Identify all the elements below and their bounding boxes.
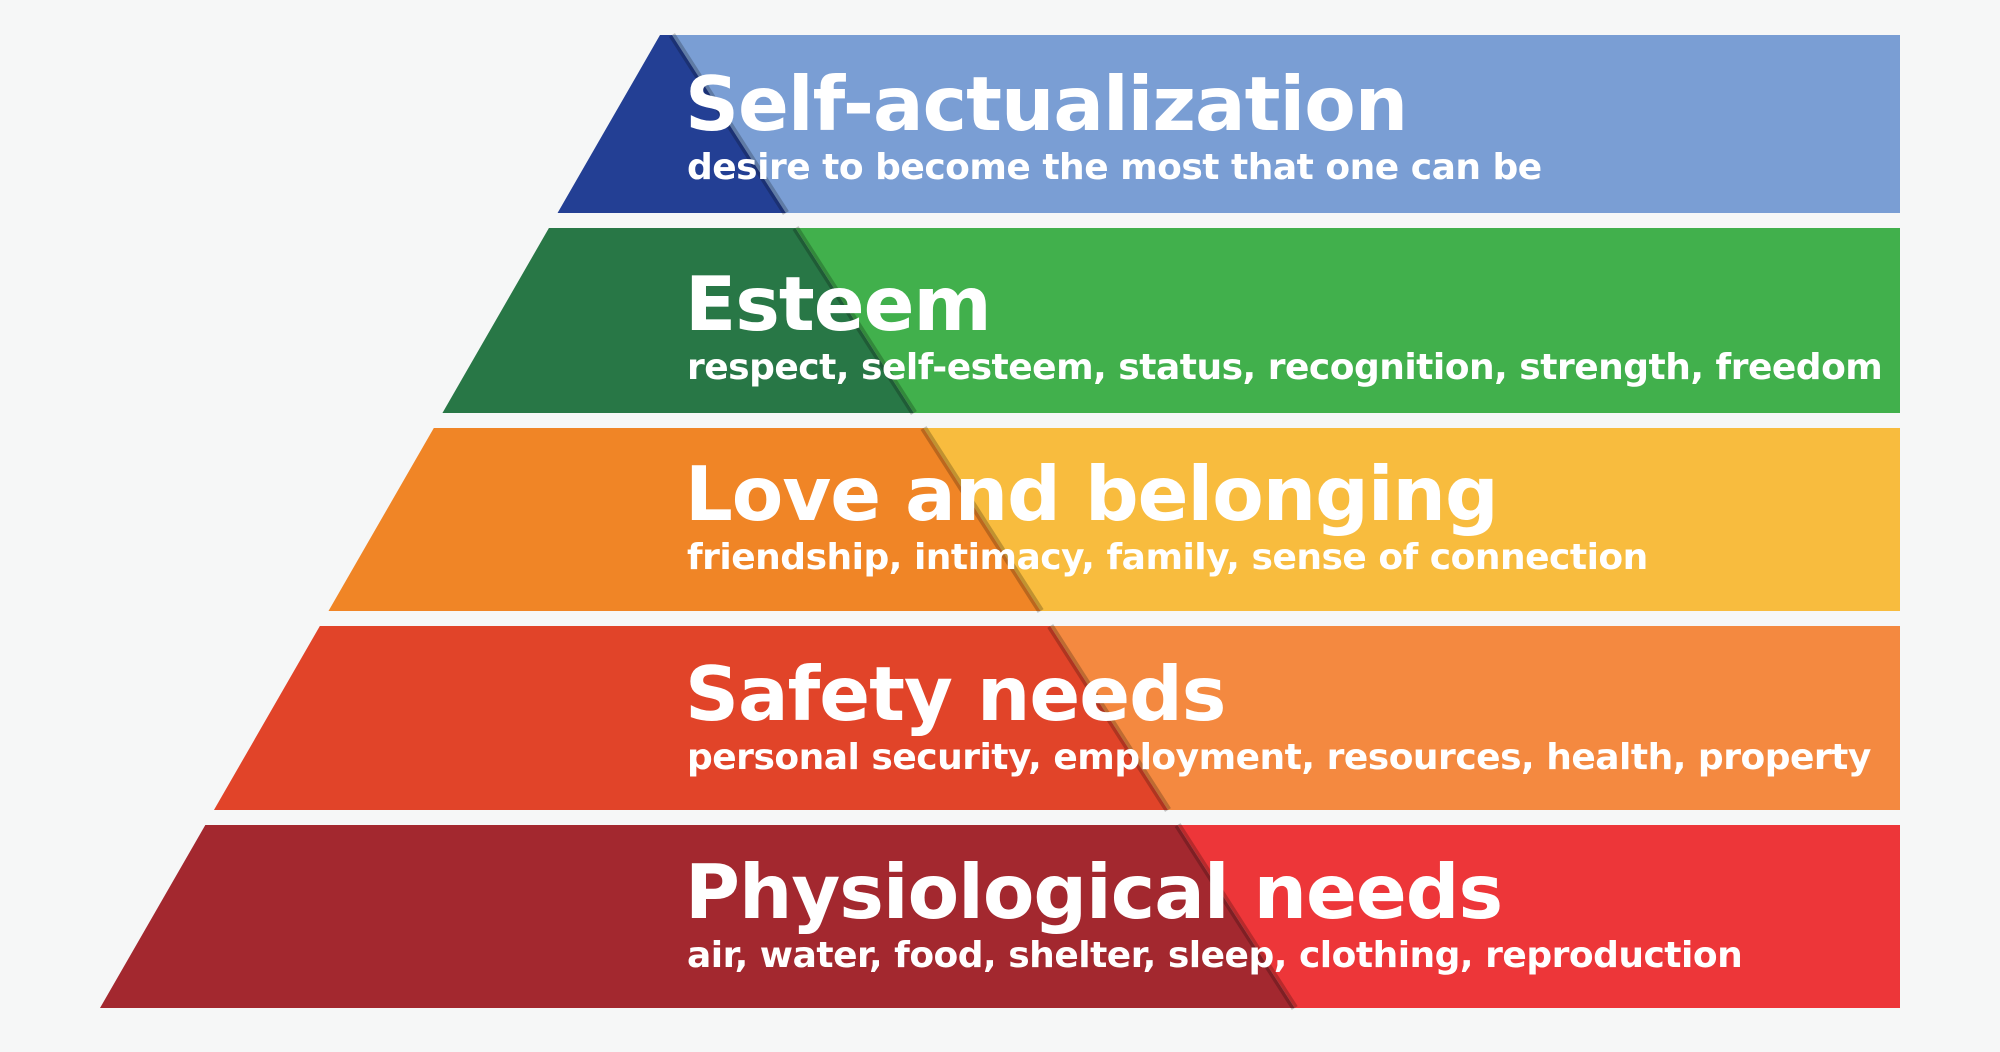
band-bar [923,428,1900,611]
level-description: friendship, intimacy, family, sense of c… [687,537,1648,578]
level-safety-needs: Safety needs personal security, employme… [685,652,1871,780]
level-description: air, water, food, shelter, sleep, clothi… [687,935,1743,976]
band-self-actualization [557,33,1900,215]
level-description: desire to become the most that one can b… [687,147,1542,188]
band-divider [920,426,1044,613]
band-bar [1177,825,1900,1008]
level-physiological-needs: Physiological needs air, water, food, sh… [685,848,1743,978]
level-title: Esteem [685,260,992,348]
band-divider [669,33,789,215]
band-triangle [100,825,1295,1008]
level-self-actualization: Self-actualization desire to become the … [685,62,1542,190]
level-title: Self-actualization [685,60,1408,148]
band-bar [795,228,1900,413]
band-triangle [557,35,786,213]
level-description: personal security, employment, resources… [687,737,1871,778]
band-triangle [442,228,914,413]
band-divider [1174,823,1298,1010]
band-esteem [442,226,1900,415]
band-safety-needs [213,624,1900,812]
band-triangle [213,626,1168,810]
band-divider [792,226,917,415]
level-title: Love and belonging [685,450,1499,538]
band-triangle [328,428,1041,611]
level-title: Safety needs [685,650,1226,738]
band-love-and-belonging [328,426,1900,613]
level-esteem: Esteem respect, self-esteem, status, rec… [685,260,1883,390]
band-bar [1050,626,1900,810]
band-physiological-needs [100,823,1900,1010]
level-description: respect, self-esteem, status, recognitio… [687,347,1883,388]
band-divider [1047,624,1171,812]
level-love-and-belonging: Love and belonging friendship, intimacy,… [685,452,1648,580]
band-bar [672,35,1900,213]
level-title: Physiological needs [685,848,1503,936]
